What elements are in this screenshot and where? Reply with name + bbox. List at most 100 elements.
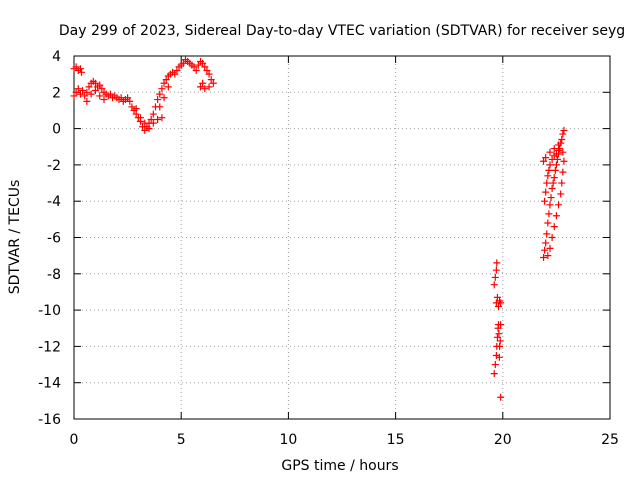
- data-point: [492, 266, 500, 274]
- data-point: [207, 76, 215, 84]
- data-point: [548, 155, 556, 163]
- y-tick-label: -6: [47, 231, 61, 247]
- data-point: [541, 246, 549, 254]
- data-points: [70, 56, 568, 401]
- data-point: [160, 94, 168, 102]
- x-tick-label: 25: [601, 432, 619, 448]
- data-point: [493, 293, 501, 301]
- data-point: [540, 157, 548, 165]
- data-point: [543, 179, 551, 187]
- y-tick-label: 0: [52, 122, 61, 138]
- y-axis-ticks: 4 2 0 -2 -4 -6 -8 -10 -12 -14 -16: [38, 49, 610, 428]
- data-point: [550, 223, 558, 231]
- data-point: [91, 79, 99, 87]
- data-point: [551, 166, 559, 174]
- data-point: [542, 188, 550, 196]
- data-point: [490, 281, 498, 289]
- data-point: [194, 61, 202, 69]
- data-point: [147, 116, 155, 124]
- data-point: [199, 79, 207, 87]
- data-point: [201, 85, 209, 93]
- data-point: [549, 179, 557, 187]
- x-tick-label: 15: [387, 432, 405, 448]
- data-point: [126, 97, 134, 105]
- data-point: [552, 212, 560, 220]
- data-point: [541, 197, 549, 205]
- data-point: [98, 85, 106, 93]
- data-point: [560, 126, 568, 134]
- data-point: [117, 94, 125, 102]
- data-point: [491, 273, 499, 281]
- data-point: [546, 201, 554, 209]
- data-point: [540, 253, 548, 261]
- data-point: [545, 166, 553, 174]
- data-point: [78, 68, 86, 76]
- data-point: [196, 83, 204, 91]
- data-point: [497, 321, 505, 329]
- data-point: [199, 59, 207, 67]
- data-point: [548, 184, 556, 192]
- data-point: [550, 174, 558, 182]
- y-tick-label: -14: [38, 376, 61, 392]
- data-point: [560, 157, 568, 165]
- data-point: [548, 234, 556, 241]
- data-point: [496, 342, 504, 350]
- data-point: [559, 130, 567, 138]
- data-point: [141, 119, 149, 127]
- data-point: [557, 190, 565, 198]
- data-point: [203, 67, 211, 75]
- data-point: [546, 161, 554, 169]
- x-tick-label: 20: [494, 432, 512, 448]
- x-tick-label: 10: [279, 432, 297, 448]
- data-point: [190, 63, 198, 71]
- data-point: [96, 92, 104, 100]
- data-point: [192, 67, 200, 75]
- x-tick-label: 5: [177, 432, 186, 448]
- y-tick-label: -8: [47, 267, 61, 283]
- data-point: [106, 90, 114, 98]
- data-point: [162, 76, 170, 84]
- data-point: [91, 86, 99, 94]
- data-point: [546, 148, 554, 156]
- data-point: [132, 105, 140, 113]
- data-point: [72, 63, 80, 71]
- data-point: [559, 148, 567, 156]
- data-point: [81, 92, 89, 100]
- data-point: [164, 83, 172, 91]
- data-point: [544, 172, 552, 180]
- data-point: [85, 83, 93, 91]
- data-point: [555, 201, 563, 209]
- data-point: [149, 110, 157, 118]
- y-tick-label: -12: [38, 339, 61, 355]
- data-point: [158, 85, 166, 93]
- data-point: [76, 65, 84, 73]
- data-point: [552, 161, 560, 169]
- data-point: [83, 97, 91, 105]
- data-point: [209, 79, 217, 87]
- data-point: [179, 59, 187, 67]
- data-point: [545, 210, 553, 218]
- data-point: [158, 114, 166, 122]
- data-point: [495, 353, 503, 361]
- chart-title: Day 299 of 2023, Sidereal Day-to-day VTE…: [59, 23, 625, 39]
- data-point: [491, 361, 499, 369]
- data-point: [496, 337, 504, 345]
- data-point: [546, 244, 554, 252]
- data-point: [559, 168, 567, 176]
- data-point: [497, 393, 505, 401]
- y-tick-label: 2: [52, 85, 61, 101]
- data-point: [96, 81, 104, 89]
- data-point: [149, 119, 157, 127]
- data-point: [493, 333, 501, 341]
- y-tick-label: 4: [52, 49, 61, 65]
- data-point: [547, 194, 555, 202]
- data-point: [495, 330, 503, 338]
- data-point: [495, 302, 503, 310]
- x-axis-ticks: 0 5 10 15 20 25: [70, 56, 619, 448]
- data-point: [79, 86, 87, 94]
- grid-lines: [74, 56, 610, 419]
- data-point: [173, 67, 181, 75]
- data-point: [543, 230, 551, 238]
- data-point: [74, 85, 82, 93]
